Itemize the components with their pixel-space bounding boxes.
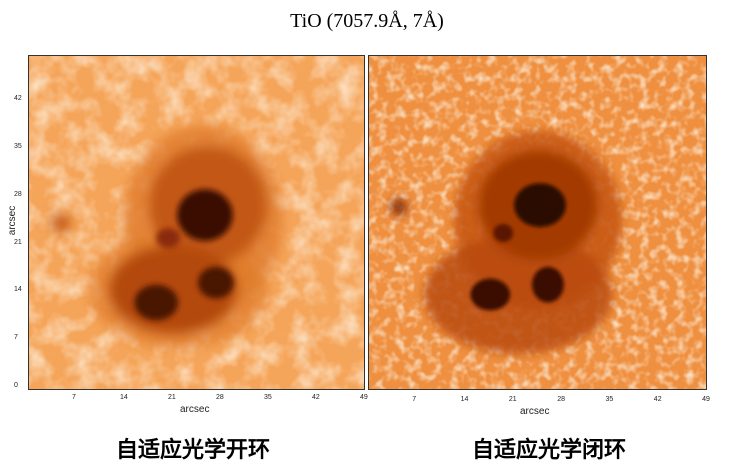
y-tick: 0 xyxy=(14,382,18,389)
y-tick: 7 xyxy=(14,334,18,342)
x-tick-right: 21 xyxy=(508,396,517,403)
y-tick: 28 xyxy=(14,190,22,198)
solar-image-open-loop xyxy=(28,55,365,390)
x-tick-left: 49 xyxy=(360,394,368,401)
y-tick: 21 xyxy=(14,238,22,246)
x-tick-left: 21 xyxy=(168,394,176,401)
y-tick: 14 xyxy=(14,286,22,294)
x-tick-left: 7 xyxy=(72,394,76,401)
x-tick-right: 28 xyxy=(557,396,565,403)
x-axis-label-right: arcsec xyxy=(520,406,550,417)
x-axis-label-left: arcsec xyxy=(180,404,210,415)
y-tick: 42 xyxy=(14,95,22,103)
x-tick-right: 49 xyxy=(702,396,710,403)
figure-title: TiO (7057.9Å, 7Å) xyxy=(290,10,444,32)
solar-image-closed-loop xyxy=(368,55,707,390)
x-tick-left: 42 xyxy=(312,394,320,401)
x-tick-left: 28 xyxy=(216,394,224,401)
x-tick-left: 14 xyxy=(120,394,128,401)
x-tick-right: 7 xyxy=(412,396,417,403)
x-tick-right: 14 xyxy=(460,396,469,403)
x-tick-right: 42 xyxy=(653,396,662,403)
caption-closed-loop: 自适应光学闭环 xyxy=(472,438,627,463)
x-tick-right: 35 xyxy=(605,396,614,403)
y-tick: 35 xyxy=(14,143,22,150)
y-axis-label: arcsec xyxy=(7,205,19,236)
caption-open-loop: 自适应光学开环 xyxy=(116,438,271,463)
x-tick-left: 35 xyxy=(264,394,272,401)
